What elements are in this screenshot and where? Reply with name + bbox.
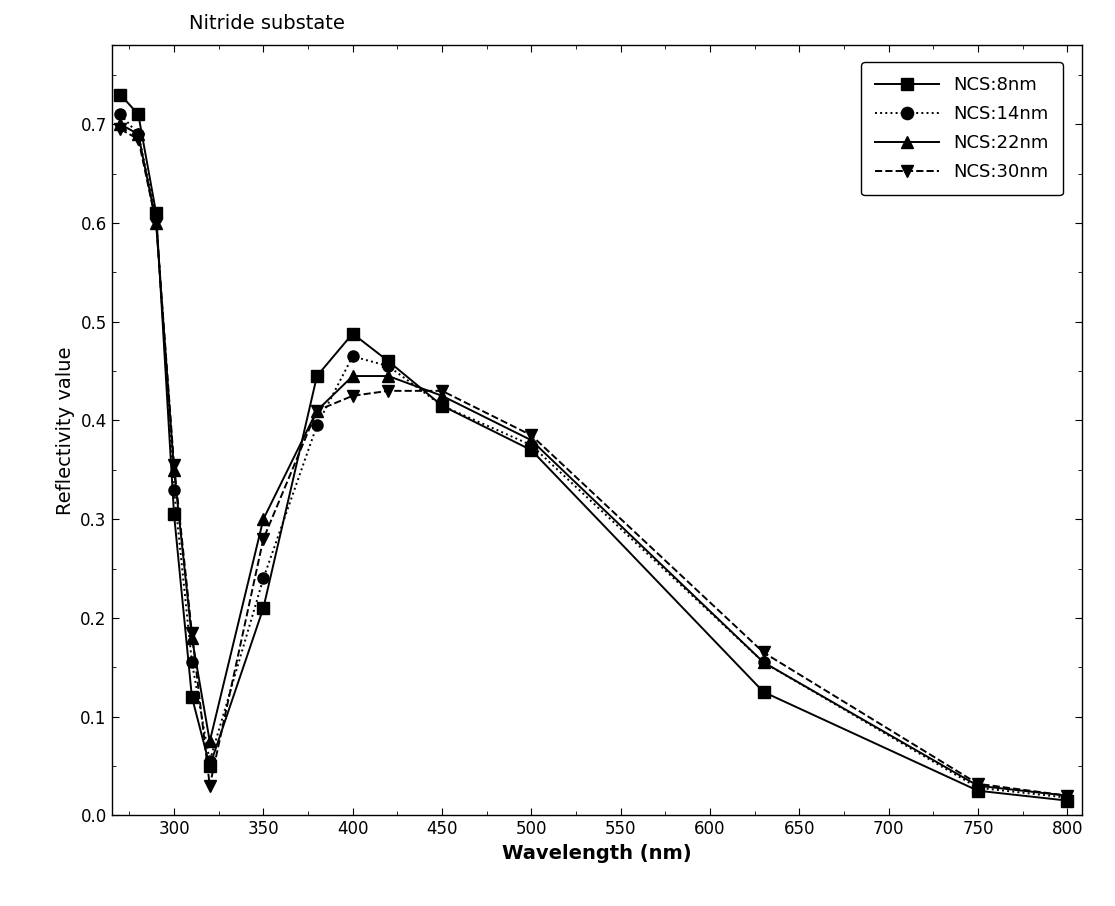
NCS:30nm (346, 390, 359, 401)
NCS:8nm (167, 509, 181, 520)
NCS:14nm (167, 484, 181, 495)
Line: NCS:8nm: NCS:8nm (115, 89, 1073, 806)
Line: NCS:22nm: NCS:22nm (115, 119, 1073, 801)
NCS:8nm (346, 328, 359, 339)
NCS:14nm (203, 756, 216, 766)
NCS:22nm (185, 632, 198, 643)
NCS:22nm (757, 657, 770, 668)
NCS:14nm (525, 439, 539, 450)
NCS:8nm (310, 371, 323, 381)
NCS:30nm (310, 405, 323, 416)
NCS:8nm (203, 761, 216, 772)
NCS:22nm (435, 390, 448, 401)
NCS:14nm (435, 400, 448, 411)
NCS:14nm (757, 657, 770, 668)
NCS:14nm (310, 420, 323, 431)
NCS:30nm (525, 429, 539, 440)
NCS:14nm (1060, 792, 1074, 803)
NCS:22nm (1060, 790, 1074, 801)
NCS:8nm (971, 786, 985, 796)
NCS:30nm (1060, 790, 1074, 801)
NCS:30nm (185, 627, 198, 638)
NCS:30nm (114, 124, 127, 135)
Legend: NCS:8nm, NCS:14nm, NCS:22nm, NCS:30nm: NCS:8nm, NCS:14nm, NCS:22nm, NCS:30nm (861, 62, 1063, 196)
NCS:30nm (149, 217, 163, 228)
NCS:14nm (114, 109, 127, 120)
NCS:22nm (167, 465, 181, 476)
NCS:22nm (114, 119, 127, 130)
NCS:14nm (346, 351, 359, 361)
NCS:22nm (149, 217, 163, 228)
NCS:22nm (256, 514, 270, 525)
NCS:14nm (149, 213, 163, 224)
NCS:22nm (203, 736, 216, 747)
NCS:22nm (971, 780, 985, 791)
NCS:8nm (435, 400, 448, 411)
NCS:8nm (256, 602, 270, 613)
Y-axis label: Reflectivity value: Reflectivity value (56, 346, 75, 515)
Text: Nitride substate: Nitride substate (190, 14, 345, 33)
NCS:8nm (132, 109, 145, 120)
NCS:30nm (256, 534, 270, 545)
NCS:30nm (203, 780, 216, 791)
NCS:30nm (132, 134, 145, 145)
NCS:8nm (185, 691, 198, 702)
NCS:8nm (381, 356, 395, 367)
NCS:8nm (757, 687, 770, 698)
NCS:14nm (132, 129, 145, 140)
NCS:30nm (435, 385, 448, 396)
NCS:22nm (346, 371, 359, 381)
NCS:22nm (310, 405, 323, 416)
NCS:8nm (149, 207, 163, 218)
NCS:30nm (167, 459, 181, 470)
NCS:22nm (132, 129, 145, 140)
Line: NCS:14nm: NCS:14nm (115, 109, 1073, 804)
NCS:30nm (757, 647, 770, 658)
NCS:30nm (381, 385, 395, 396)
NCS:22nm (381, 371, 395, 381)
X-axis label: Wavelength (nm): Wavelength (nm) (502, 843, 691, 863)
NCS:8nm (525, 445, 539, 456)
NCS:22nm (525, 435, 539, 446)
NCS:8nm (114, 89, 127, 100)
NCS:14nm (381, 361, 395, 371)
Line: NCS:30nm: NCS:30nm (115, 123, 1073, 801)
NCS:14nm (185, 657, 198, 668)
NCS:14nm (256, 573, 270, 583)
NCS:30nm (971, 778, 985, 789)
NCS:8nm (1060, 795, 1074, 806)
NCS:14nm (971, 782, 985, 793)
